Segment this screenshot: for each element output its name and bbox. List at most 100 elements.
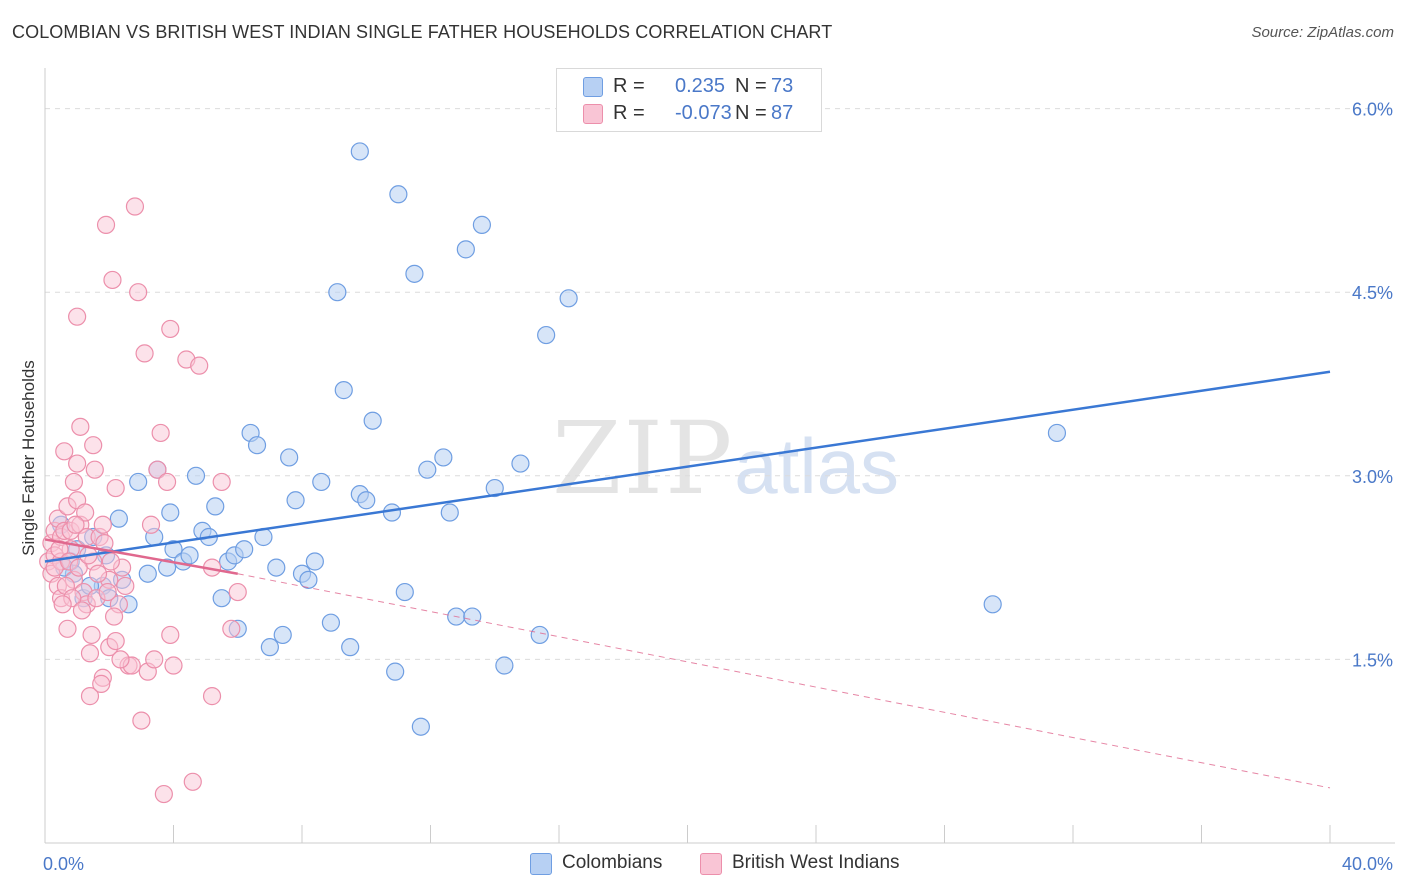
x-tick-label-1: 40.0% (1342, 854, 1393, 874)
bwi-point-76 (82, 625, 101, 645)
y-tick-label-3: 6.0% (1352, 100, 1393, 120)
bwi-point-45 (129, 283, 148, 302)
colombians-point-29 (235, 540, 254, 559)
bwi-point-72 (69, 558, 88, 577)
colombians-point-33 (260, 638, 279, 657)
bwi-point-84 (111, 650, 130, 669)
chart-title: COLOMBIAN VS BRITISH WEST INDIAN SINGLE … (12, 22, 833, 42)
colombians-trend-line (44, 370, 1331, 563)
colombians-point-62 (485, 478, 504, 498)
colombians-point-9 (109, 509, 128, 528)
colombians-point-55 (418, 460, 437, 479)
bwi-point-51 (148, 460, 167, 479)
colombians-point-36 (280, 448, 299, 467)
colombians-point-13 (138, 564, 157, 583)
bwi-point-26 (80, 644, 100, 663)
colombians-point-45 (341, 638, 360, 657)
bwi-points (39, 197, 247, 804)
colombians-point-35 (273, 625, 292, 645)
colombians-point-12 (129, 472, 148, 492)
legend-r-label: R = (613, 102, 645, 124)
bwi-point-61 (222, 619, 241, 638)
bwi-point-42 (116, 576, 135, 596)
colombians-point-64 (511, 454, 530, 473)
x-tick-label-0: 0.0% (43, 854, 84, 874)
bwi-point-81 (98, 582, 117, 602)
series-swatch-bwi (700, 853, 722, 875)
series-label-bwi: British West Indians (732, 852, 900, 873)
trend-lines (44, 370, 1331, 789)
bwi-point-65 (161, 625, 180, 645)
bwi-point-39 (106, 631, 125, 651)
bwi-point-83 (104, 607, 124, 626)
colombians-point-56 (434, 448, 453, 467)
colombians-point-52 (395, 582, 414, 602)
legend-n-label: N = (735, 75, 767, 97)
bwi-point-55 (164, 656, 183, 675)
watermark: ZIPatlas (552, 400, 899, 517)
colombians-point-63 (495, 656, 514, 675)
colombians-point-40 (305, 552, 324, 571)
bwi-point-50 (145, 650, 164, 669)
gridlines (45, 108, 1395, 660)
bwi-point-46 (132, 711, 151, 730)
bwi-point-54 (161, 319, 180, 339)
bwi-point-27 (80, 687, 100, 706)
bwi-point-62 (228, 582, 247, 602)
colombians-point-24 (206, 497, 225, 516)
bwi-point-73 (72, 601, 92, 620)
y-tick-label-0: 1.5% (1352, 650, 1393, 670)
colombians-point-68 (983, 595, 1002, 614)
legend-swatch-bwi (583, 104, 603, 124)
bwi-point-58 (190, 356, 209, 375)
correlation-legend: R = 0.235 N = 73 R = -0.073 N = 87 (556, 68, 822, 132)
bwi-point-74 (76, 503, 95, 522)
series-label-colombians: Colombians (562, 852, 663, 873)
y-tick-label-1: 3.0% (1352, 467, 1393, 487)
bwi-point-13 (58, 619, 77, 638)
colombians-point-57 (440, 503, 459, 522)
series-swatch-colombians (530, 853, 552, 875)
bwi-trend-line (44, 538, 238, 575)
bwi-point-60 (212, 472, 231, 492)
colombians-point-34 (267, 558, 286, 577)
colombians-point-49 (382, 503, 402, 522)
legend-swatch-colombians (583, 77, 603, 97)
bwi-point-85 (53, 595, 72, 614)
colombians-points (51, 142, 1067, 736)
bwi-point-11 (55, 442, 74, 461)
bwi-point-34 (96, 215, 116, 234)
colombians-point-20 (180, 546, 199, 565)
bwi-point-78 (88, 564, 108, 583)
colombians-point-25 (212, 589, 231, 608)
y-tick-label-2: 4.5% (1352, 283, 1393, 303)
bwi-point-20 (68, 454, 87, 473)
legend-n-label: N = (735, 102, 767, 124)
colombians-point-51 (389, 185, 408, 204)
bwi-point-49 (141, 515, 161, 534)
colombians-point-17 (161, 503, 180, 522)
bwi-point-57 (183, 772, 202, 791)
colombians-point-42 (321, 613, 341, 632)
colombians-point-37 (286, 491, 305, 510)
colombians-point-61 (472, 215, 491, 234)
bwi-point-86 (66, 515, 85, 534)
colombians-point-16 (157, 558, 177, 577)
bwi-point-63 (202, 687, 222, 706)
bwi-point-38 (106, 478, 125, 498)
colombians-point-60 (463, 607, 482, 626)
colombians-point-18 (164, 540, 183, 559)
bwi-point-32 (93, 515, 112, 534)
legend-n-value-bwi: 87 (771, 102, 794, 124)
colombians-point-44 (334, 381, 353, 400)
watermark-atlas: atlas (734, 422, 900, 510)
watermark-zip: ZIP (552, 400, 735, 517)
source-credit: Source: ZipAtlas.com (1251, 24, 1394, 41)
colombians-point-43 (328, 283, 347, 302)
colombians-point-39 (299, 570, 318, 589)
colombians-point-41 (312, 472, 331, 492)
bwi-point-53 (157, 472, 177, 492)
colombians-point-54 (411, 717, 430, 736)
bwi-point-47 (135, 344, 154, 363)
